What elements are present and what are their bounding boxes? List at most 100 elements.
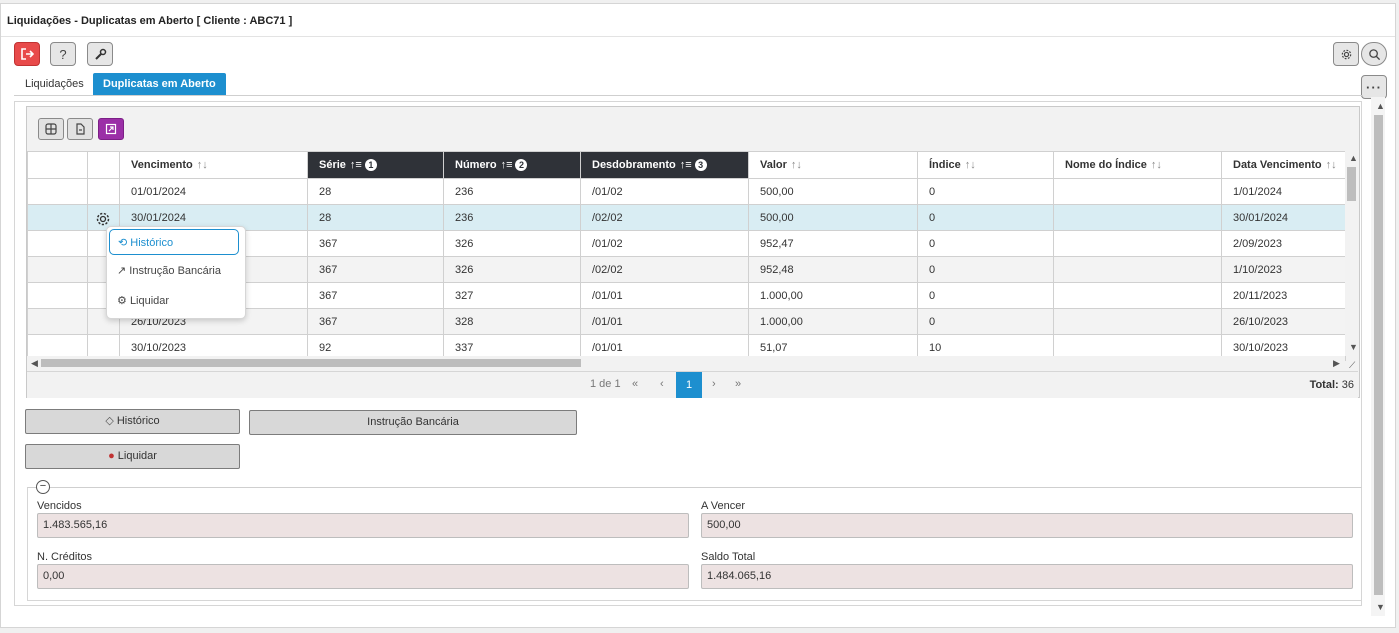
- table-cell: 952,48: [748, 256, 918, 283]
- page-scrollbar[interactable]: [1371, 97, 1385, 616]
- grid-vscroll-thumb[interactable]: [1347, 167, 1356, 201]
- table-row[interactable]: 01/01/2024 28 236/01/02 500,00 0 1/01/2024: [27, 178, 1346, 205]
- grid-scroll-up-icon[interactable]: ▲: [1349, 153, 1358, 163]
- sort-icon: ↑↓: [1325, 159, 1337, 171]
- export-button[interactable]: [67, 118, 93, 140]
- historico-button[interactable]: ◇ Histórico: [25, 409, 240, 434]
- grid-scroll-right-icon[interactable]: ▶: [1333, 358, 1340, 368]
- help-icon: ?: [59, 46, 67, 62]
- row-actions-gear-icon[interactable]: [95, 211, 111, 230]
- context-menu-liquidar[interactable]: ⚙ Liquidar: [117, 295, 170, 307]
- grid-vertical-scrollbar[interactable]: [1345, 151, 1359, 356]
- table-cell: 367: [307, 282, 444, 309]
- first-page-icon[interactable]: «: [632, 378, 639, 390]
- row-select-cell[interactable]: [27, 204, 88, 231]
- row-select-cell[interactable]: [27, 178, 88, 205]
- table-cell: 0: [917, 308, 1054, 335]
- context-menu-instrucao-bancaria[interactable]: ↗ Instrução Bancária: [117, 265, 221, 277]
- sort-order-badge: 1: [364, 159, 377, 171]
- tab-liquidacoes[interactable]: Liquidações: [25, 78, 84, 90]
- grid-hscroll-thumb[interactable]: [41, 359, 581, 367]
- expand-icon: [105, 123, 117, 135]
- exit-button[interactable]: [14, 42, 40, 66]
- table-cell: 28: [307, 204, 444, 231]
- column-header-data-vencimento[interactable]: Data Vencimento ↑↓: [1221, 151, 1346, 179]
- tab-divider: [14, 95, 1363, 96]
- collapse-icon[interactable]: −: [36, 480, 50, 494]
- row-select-cell[interactable]: [27, 230, 88, 257]
- help-button[interactable]: ?: [50, 42, 76, 66]
- row-select-cell[interactable]: [27, 256, 88, 283]
- table-cell: 1.000,00: [748, 282, 918, 309]
- row-context-menu: ⟲ Histórico ↗ Instrução Bancária ⚙ Liqui…: [106, 226, 246, 319]
- instrucao-bancaria-button[interactable]: Instrução Bancária: [249, 410, 577, 435]
- next-page-icon[interactable]: ›: [712, 378, 716, 390]
- prev-page-icon[interactable]: ‹: [660, 378, 664, 390]
- tab-duplicatas-em-aberto[interactable]: Duplicatas em Aberto: [93, 73, 226, 95]
- column-header-valor[interactable]: Valor ↑↓: [748, 151, 918, 179]
- table-row[interactable]: 367 326/02/02 952,48 0 1/10/2023: [27, 256, 1346, 283]
- table-cell: [1053, 204, 1222, 231]
- scroll-up-icon[interactable]: ▲: [1376, 101, 1385, 111]
- page-number-button[interactable]: 1: [676, 372, 702, 398]
- table-cell: 326: [443, 230, 581, 257]
- columns-button[interactable]: [38, 118, 64, 140]
- column-header-nome-indice[interactable]: Nome do Índice ↑↓: [1053, 151, 1222, 179]
- wrench-icon: [94, 48, 106, 60]
- column-header-vencimento[interactable]: Vencimento ↑↓: [119, 151, 308, 179]
- more-icon: ···: [1366, 79, 1382, 95]
- search-button[interactable]: [1361, 42, 1387, 66]
- vencidos-field: 1.483.565,16: [37, 513, 689, 538]
- a-vencer-field: 500,00: [701, 513, 1353, 538]
- a-vencer-label: A Vencer: [701, 500, 746, 512]
- table-cell: /01/02: [580, 230, 749, 257]
- grid-scroll-down-icon[interactable]: ▼: [1349, 342, 1358, 352]
- title-bar: Liquidações - Duplicatas em Aberto [ Cli…: [1, 4, 1395, 37]
- table-cell: [1053, 282, 1222, 309]
- page-scroll-thumb[interactable]: [1374, 115, 1383, 595]
- row-actions-cell[interactable]: [87, 178, 120, 205]
- context-menu-historico[interactable]: ⟲ Histórico: [109, 229, 239, 255]
- table-cell: 367: [307, 230, 444, 257]
- table-cell: 1/10/2023: [1221, 256, 1346, 283]
- row-select-cell[interactable]: [27, 282, 88, 309]
- settings-button[interactable]: [1333, 42, 1359, 66]
- table-cell: /01/01: [580, 282, 749, 309]
- page-info: 1 de 1: [590, 378, 621, 390]
- creditos-label: N. Créditos: [37, 551, 93, 563]
- table-cell: /01/02: [580, 178, 749, 205]
- table-cell: 1.000,00: [748, 308, 918, 335]
- column-header-indice[interactable]: Índice ↑↓: [917, 151, 1054, 179]
- resize-handle-icon[interactable]: ⟋: [1349, 360, 1356, 370]
- column-header-desdobramento[interactable]: Desdobramento ↑≡ 3: [580, 151, 749, 179]
- table-header-row: Vencimento ↑↓ Série ↑≡ 1 Número ↑≡ 2 Desdobra…: [27, 151, 1346, 179]
- sort-asc-icon: ↑≡: [679, 159, 692, 171]
- table-row[interactable]: 30/01/2024 28 236/02/02 500,00 0 30/01/2024: [27, 204, 1346, 231]
- history-icon: ⟲: [118, 237, 128, 249]
- table-cell: 26/10/2023: [1221, 308, 1346, 335]
- table-cell: 1/01/2024: [1221, 178, 1346, 205]
- table-row[interactable]: 367 326/01/02 952,47 0 2/09/2023: [27, 230, 1346, 257]
- table-cell: 367: [307, 308, 444, 335]
- row-select-cell[interactable]: [27, 308, 88, 335]
- last-page-icon[interactable]: »: [735, 378, 742, 390]
- table-cell: 500,00: [748, 204, 918, 231]
- table-cell: 30/01/2024: [1221, 204, 1346, 231]
- sort-icon: ↑↓: [196, 159, 208, 171]
- more-button[interactable]: ···: [1361, 75, 1387, 99]
- column-header-numero[interactable]: Número ↑≡ 2: [443, 151, 581, 179]
- table-cell: 0: [917, 282, 1054, 309]
- tools-button[interactable]: [87, 42, 113, 66]
- sort-asc-icon: ↑≡: [349, 159, 362, 171]
- scroll-down-icon[interactable]: ▼: [1376, 602, 1385, 612]
- grid-horizontal-scrollbar[interactable]: [27, 356, 1345, 370]
- grid-scroll-left-icon[interactable]: ◀: [31, 358, 38, 368]
- liquidar-button[interactable]: ● Liquidar: [25, 444, 240, 469]
- gear-icon: [1341, 49, 1351, 59]
- table-cell: 236: [443, 204, 581, 231]
- saldo-total-field: 1.484.065,16: [701, 564, 1353, 589]
- sort-asc-icon: ↑≡: [500, 159, 513, 171]
- column-header-serie[interactable]: Série ↑≡ 1: [307, 151, 444, 179]
- expand-button[interactable]: [98, 118, 124, 140]
- summary-fieldset: [27, 487, 1362, 601]
